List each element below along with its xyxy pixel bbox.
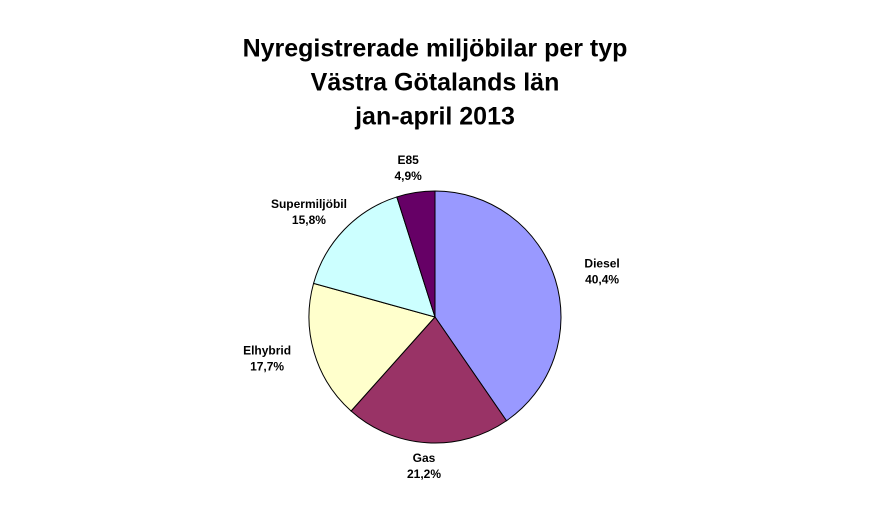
slice-value-label: 17,7% <box>250 359 284 373</box>
pie-slice <box>308 282 436 412</box>
pie-slice <box>350 316 508 444</box>
slice-value-label: 15,8% <box>292 213 326 227</box>
pie-slice <box>434 190 562 422</box>
slice-label: Diesel <box>584 257 619 271</box>
slice-label: Supermiljöbil <box>271 197 347 211</box>
chart-title: Nyregistrerade miljöbilar per typ <box>243 35 628 63</box>
pie-slice <box>396 190 436 318</box>
slice-value-label: 4,9% <box>394 169 422 183</box>
chart-title: jan-april 2013 <box>354 103 515 131</box>
slice-label: E85 <box>397 153 419 167</box>
slice-value-label: 40,4% <box>585 273 619 287</box>
slice-label: Elhybrid <box>243 343 291 357</box>
chart-title: Västra Götalands län <box>311 69 560 97</box>
slice-value-label: 21,2% <box>407 467 441 481</box>
slice-label: Gas <box>413 451 436 465</box>
pie-slice <box>312 196 436 318</box>
